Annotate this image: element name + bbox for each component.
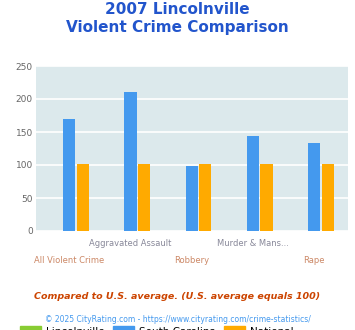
Bar bbox=[77, 164, 89, 231]
Text: © 2025 CityRating.com - https://www.cityrating.com/crime-statistics/: © 2025 CityRating.com - https://www.city… bbox=[45, 315, 310, 324]
Bar bbox=[186, 166, 198, 231]
Bar bbox=[260, 164, 273, 231]
Text: Murder & Mans...: Murder & Mans... bbox=[217, 239, 289, 248]
Bar bbox=[247, 136, 259, 231]
Text: 2007 Lincolnville: 2007 Lincolnville bbox=[105, 2, 250, 16]
Legend: Lincolnville, South Carolina, National: Lincolnville, South Carolina, National bbox=[16, 322, 298, 330]
Bar bbox=[199, 164, 211, 231]
Text: Aggravated Assault: Aggravated Assault bbox=[89, 239, 171, 248]
Bar bbox=[63, 119, 75, 231]
Text: Rape: Rape bbox=[304, 256, 325, 265]
Text: All Violent Crime: All Violent Crime bbox=[34, 256, 104, 265]
Text: Compared to U.S. average. (U.S. average equals 100): Compared to U.S. average. (U.S. average … bbox=[34, 292, 321, 301]
Bar bbox=[308, 143, 320, 231]
Bar bbox=[322, 164, 334, 231]
Text: Violent Crime Comparison: Violent Crime Comparison bbox=[66, 20, 289, 35]
Bar bbox=[124, 92, 137, 231]
Text: Robbery: Robbery bbox=[174, 256, 209, 265]
Bar bbox=[138, 164, 150, 231]
